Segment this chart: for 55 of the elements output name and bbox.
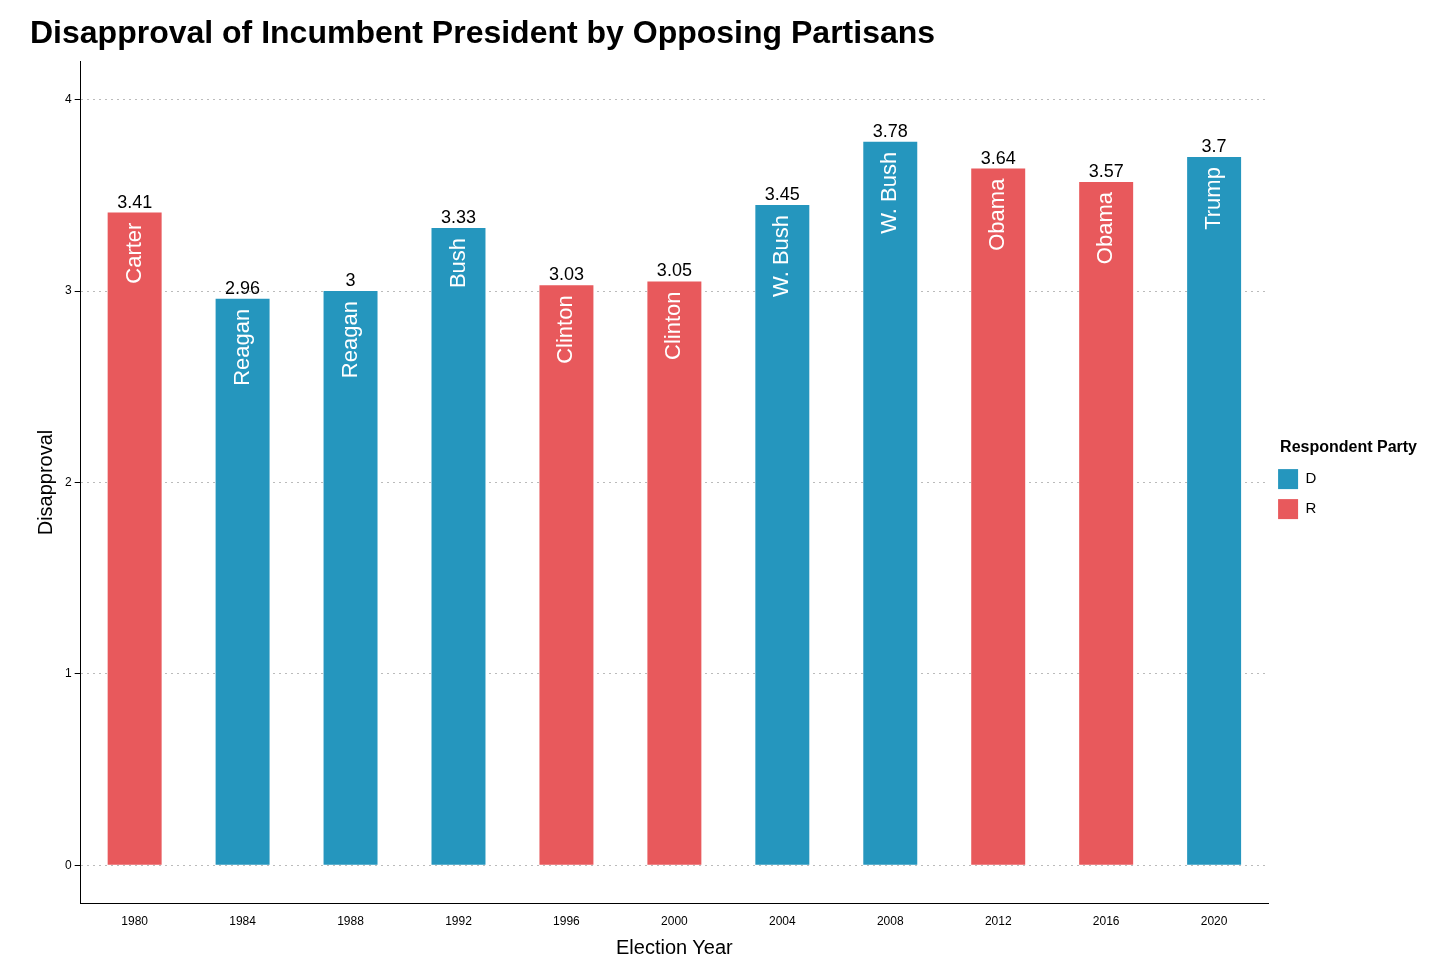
annotation: Clinton bbox=[660, 291, 686, 360]
bar bbox=[107, 212, 162, 865]
y-tick-label: 1 bbox=[64, 666, 72, 681]
annotation: Carter bbox=[120, 222, 146, 284]
data-label: 3.64 bbox=[980, 147, 1016, 168]
y-tick-label: 4 bbox=[64, 91, 72, 106]
x-tick-label: 2004 bbox=[768, 914, 796, 929]
bar bbox=[215, 298, 270, 865]
annotation: Trump bbox=[1200, 167, 1226, 230]
data-label: 3.78 bbox=[872, 120, 908, 141]
annotation: Reagan bbox=[228, 308, 254, 386]
x-tick-label: 2008 bbox=[876, 914, 904, 929]
y-tick-label: 0 bbox=[64, 857, 72, 872]
data-label: 3.33 bbox=[440, 206, 477, 227]
data-label: 3.05 bbox=[656, 260, 692, 281]
bar bbox=[971, 168, 1026, 865]
data-label: 3 bbox=[345, 270, 356, 291]
annotation: Bush bbox=[444, 237, 470, 289]
x-tick-label: 1992 bbox=[445, 914, 473, 929]
x-tick-label: 1988 bbox=[337, 914, 365, 929]
legend-label: D bbox=[1305, 469, 1317, 487]
bar bbox=[1187, 157, 1242, 865]
data-label: 2.96 bbox=[225, 277, 261, 298]
y-axis-title: Disapproval bbox=[33, 429, 56, 536]
x-tick-label: 1980 bbox=[121, 914, 149, 929]
bar bbox=[863, 141, 918, 865]
legend-title: Respondent Party bbox=[1280, 438, 1418, 456]
annotation: W. Bush bbox=[768, 214, 794, 297]
data-label: 3.41 bbox=[117, 191, 153, 212]
data-label: 3.45 bbox=[764, 183, 800, 204]
y-tick-label: 2 bbox=[64, 474, 72, 489]
bar bbox=[1079, 181, 1134, 865]
bar bbox=[755, 204, 810, 865]
x-tick-label: 2020 bbox=[1200, 914, 1228, 929]
legend-label: R bbox=[1305, 499, 1317, 517]
x-axis-title: Election Year bbox=[616, 935, 734, 958]
annotation: Clinton bbox=[552, 295, 578, 364]
x-tick-label: 1996 bbox=[553, 914, 581, 929]
bar bbox=[323, 291, 378, 865]
annotation: Reagan bbox=[336, 301, 362, 379]
x-tick-label: 2000 bbox=[661, 914, 689, 929]
bar bbox=[647, 281, 702, 865]
x-tick-label: 2016 bbox=[1092, 914, 1120, 929]
chart-title: Disapproval of Incumbent President by Opposing Partisans bbox=[30, 14, 936, 51]
x-tick-label: 2012 bbox=[984, 914, 1012, 929]
annotation: Obama bbox=[984, 177, 1010, 251]
x-tick-label: 1984 bbox=[229, 914, 257, 929]
annotation: W. Bush bbox=[876, 151, 902, 234]
data-label: 3.57 bbox=[1088, 160, 1124, 181]
bar bbox=[431, 227, 486, 865]
y-tick-label: 3 bbox=[64, 283, 72, 298]
data-label: 3.7 bbox=[1201, 136, 1227, 157]
bar bbox=[539, 285, 594, 865]
data-label: 3.03 bbox=[548, 264, 584, 285]
annotation: Obama bbox=[1092, 191, 1118, 265]
